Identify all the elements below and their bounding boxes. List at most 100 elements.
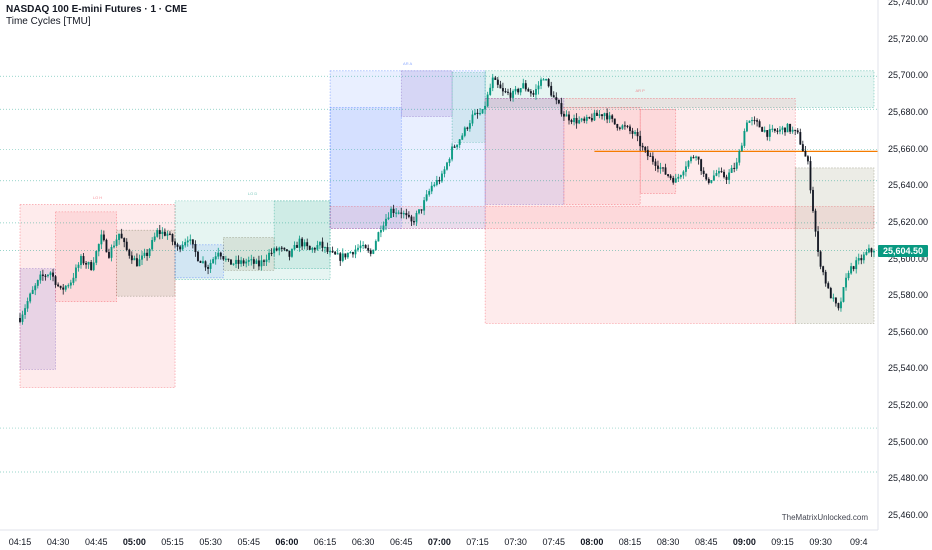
candle-body: [827, 283, 830, 289]
candle-body: [364, 244, 367, 249]
candle-body: [26, 301, 29, 309]
candle-body: [481, 109, 484, 114]
price-tick-label: 25,600.00: [887, 253, 928, 264]
candle-body: [580, 118, 583, 121]
candle-body: [346, 252, 349, 258]
candle-body: [39, 274, 42, 281]
time-tick-label: 06:30: [351, 537, 375, 547]
candle-body: [550, 85, 553, 96]
candle-body: [817, 231, 820, 252]
candle-body: [428, 191, 431, 195]
candle-body: [47, 274, 49, 277]
price-tick-label: 25,700.00: [887, 70, 928, 81]
candle-body: [97, 244, 100, 252]
candle-body: [359, 245, 362, 249]
candle-body: [209, 263, 212, 269]
candle-body: [474, 112, 476, 115]
candle-body: [845, 277, 847, 288]
candle-body: [204, 261, 207, 268]
candle-body: [784, 127, 786, 133]
candle-body: [219, 252, 222, 257]
candle-body: [568, 114, 570, 121]
candle-body: [339, 253, 342, 261]
price-tick-label: 25,560.00: [887, 326, 928, 337]
candle-body: [41, 274, 44, 277]
candle-body: [766, 130, 769, 137]
candle-body: [207, 267, 210, 269]
candle-body: [649, 155, 652, 157]
candle-body: [824, 271, 827, 284]
candle-body: [235, 259, 237, 264]
candle-body: [224, 258, 227, 260]
candle-body: [19, 317, 21, 322]
candle-body: [522, 83, 525, 89]
candle-body: [433, 184, 436, 187]
candle-body: [44, 275, 47, 277]
candle-body: [867, 248, 870, 253]
candle-body: [819, 251, 822, 267]
candle-body: [537, 85, 540, 90]
candle-body: [634, 132, 637, 134]
candle-body: [184, 242, 187, 246]
candle-body: [285, 249, 288, 252]
candle-body: [303, 242, 306, 247]
candle-body: [273, 248, 276, 254]
candle-body: [148, 249, 151, 256]
candle-body: [842, 287, 845, 302]
candle-body: [105, 239, 108, 253]
candle-body: [367, 247, 370, 251]
candle-body: [771, 128, 774, 130]
candle-body: [829, 288, 832, 299]
candle-body: [806, 156, 809, 162]
candle-body: [489, 87, 492, 95]
price-tick-label: 25,620.00: [887, 216, 928, 227]
price-tick-label: 25,640.00: [887, 180, 928, 191]
candle-body: [438, 179, 441, 182]
candle-body: [715, 173, 718, 176]
candle-body: [524, 83, 527, 90]
time-tick-label: 06:00: [275, 537, 299, 547]
candle-body: [695, 156, 698, 158]
candle-body: [212, 259, 215, 264]
price-tick-label: 25,500.00: [887, 436, 928, 447]
candle-body: [768, 129, 771, 137]
candle-body: [128, 249, 131, 256]
candle-body: [451, 146, 454, 160]
candle-body: [120, 233, 123, 239]
candle-body: [601, 114, 603, 117]
indicator-label[interactable]: Time Cycles [TMU]: [6, 16, 91, 27]
candle-body: [598, 114, 601, 116]
candlestick-series: [19, 73, 875, 325]
candle-body: [153, 236, 156, 241]
candle-body: [57, 284, 60, 287]
candle-body: [705, 173, 708, 180]
candle-body: [199, 260, 202, 263]
chart-title: NASDAQ 100 E-mini Futures · 1 · CME: [6, 4, 188, 15]
candle-body: [352, 252, 354, 255]
candle-body: [456, 144, 459, 148]
candle-body: [158, 230, 161, 235]
candle-body: [390, 208, 393, 218]
candle-body: [753, 119, 756, 122]
candle-body: [461, 135, 464, 140]
candle-body: [812, 189, 814, 212]
time-tick-label: 07:00: [427, 537, 451, 547]
candle-body: [870, 248, 873, 253]
candle-body: [176, 244, 179, 247]
candle-body: [501, 88, 504, 92]
candle-body: [293, 245, 296, 250]
candle-body: [796, 130, 799, 133]
candle-body: [113, 245, 115, 248]
time-tick-label: 05:30: [199, 537, 222, 547]
candle-body: [733, 167, 736, 170]
price-tick-label: 25,520.00: [887, 400, 928, 411]
candle-body: [275, 248, 278, 251]
candle-body: [738, 151, 741, 163]
candle-body: [545, 79, 548, 81]
candle-body: [169, 233, 171, 235]
candle-body: [102, 234, 105, 241]
price-tick-label: 25,720.00: [887, 33, 928, 44]
candle-body: [626, 125, 629, 127]
candle-body: [435, 179, 438, 185]
candle-body: [92, 262, 95, 271]
